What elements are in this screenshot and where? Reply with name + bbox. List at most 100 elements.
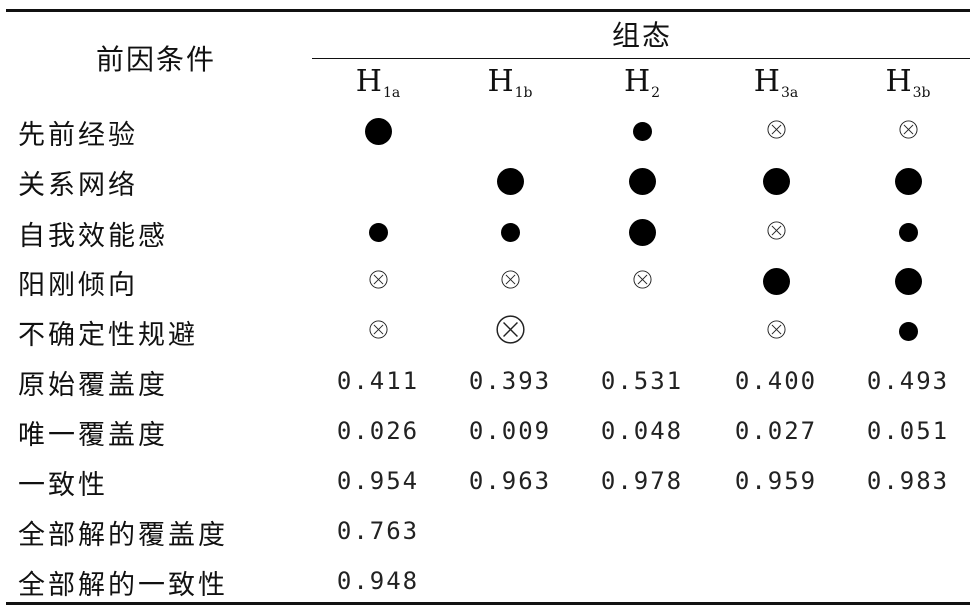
- small-filled-circle-icon: [898, 222, 918, 242]
- column-header-base: H: [487, 64, 514, 99]
- row-label: 不确定性规避: [18, 320, 198, 351]
- metric-value: 0.948: [336, 567, 420, 595]
- column-header-subscript: 3b: [912, 85, 931, 101]
- table-cell: [721, 109, 831, 153]
- column-header-base: H: [355, 64, 382, 99]
- condition-header: 前因条件: [96, 43, 217, 76]
- table-cell: [323, 109, 433, 153]
- table-cell: [853, 309, 963, 353]
- table-cell: 0.493: [853, 359, 963, 403]
- large-filled-circle-icon: [894, 267, 922, 295]
- metric-value: 0.411: [336, 367, 420, 395]
- top-rule: [6, 9, 970, 12]
- metric-value: 0.978: [600, 467, 684, 495]
- small-crossed-circle-icon: [368, 319, 388, 343]
- table-cell: [853, 109, 963, 153]
- row-label: 一致性: [18, 470, 108, 501]
- small-filled-circle-icon: [898, 321, 918, 341]
- row-label: 全部解的覆盖度: [18, 520, 228, 551]
- large-filled-circle-icon: [762, 267, 790, 295]
- row-label: 唯一覆盖度: [18, 420, 168, 451]
- table-cell: [587, 259, 697, 303]
- table-cell: 0.763: [323, 509, 433, 553]
- large-filled-circle-icon: [894, 167, 922, 195]
- column-header-subscript: 2: [651, 85, 661, 101]
- metric-value: 0.983: [866, 467, 950, 495]
- table-cell: [587, 210, 697, 254]
- metric-value: 0.048: [600, 417, 684, 445]
- table-cell: [455, 259, 565, 303]
- table-cell: 0.954: [323, 459, 433, 503]
- large-filled-circle-icon: [628, 218, 656, 246]
- column-header-base: H: [753, 64, 780, 99]
- table-cell: 0.978: [587, 459, 697, 503]
- table-cell: 0.026: [323, 409, 433, 453]
- table-cell: [721, 159, 831, 203]
- small-crossed-circle-icon: [632, 269, 652, 293]
- table-cell: [323, 259, 433, 303]
- table-cell: 0.027: [721, 409, 831, 453]
- table-cell: 0.048: [587, 409, 697, 453]
- table-cell: 0.411: [323, 359, 433, 403]
- row-label: 阳刚倾向: [18, 270, 138, 301]
- large-filled-circle-icon: [496, 167, 524, 195]
- metric-value: 0.393: [468, 367, 552, 395]
- column-header-subscript: 3a: [780, 85, 799, 101]
- table-cell: [455, 309, 565, 353]
- column-header-h3b: H3b: [853, 64, 963, 101]
- table-cell: 0.963: [455, 459, 565, 503]
- metric-value: 0.400: [734, 367, 818, 395]
- table-cell: 0.400: [721, 359, 831, 403]
- metric-value: 0.763: [336, 517, 420, 545]
- small-crossed-circle-icon: [766, 220, 786, 244]
- table-cell: [853, 159, 963, 203]
- row-label: 自我效能感: [18, 221, 168, 252]
- group-rule: [312, 58, 970, 59]
- table-cell: [853, 210, 963, 254]
- table-cell: [323, 210, 433, 254]
- column-header-base: H: [885, 64, 912, 99]
- column-header-subscript: 1b: [514, 85, 533, 101]
- row-label: 先前经验: [18, 120, 138, 151]
- row-label: 全部解的一致性: [18, 570, 228, 601]
- column-header-h2: H2: [587, 64, 697, 101]
- bottom-rule: [6, 602, 970, 605]
- table-cell: [587, 109, 697, 153]
- metric-value: 0.026: [336, 417, 420, 445]
- small-crossed-circle-icon: [766, 119, 786, 143]
- table-cell: [455, 159, 565, 203]
- table-cell: 0.051: [853, 409, 963, 453]
- metric-value: 0.051: [866, 417, 950, 445]
- small-crossed-circle-icon: [766, 319, 786, 343]
- table-cell: 0.393: [455, 359, 565, 403]
- metric-value: 0.954: [336, 467, 420, 495]
- configuration-header: 组态: [612, 19, 673, 52]
- small-crossed-circle-icon: [368, 269, 388, 293]
- table-cell: [721, 259, 831, 303]
- table-cell: [721, 309, 831, 353]
- metric-value: 0.531: [600, 367, 684, 395]
- table-cell: [323, 309, 433, 353]
- large-crossed-circle-icon: [495, 314, 525, 348]
- table-cell: [721, 210, 831, 254]
- large-filled-circle-icon: [762, 167, 790, 195]
- metric-value: 0.963: [468, 467, 552, 495]
- table-cell: 0.983: [853, 459, 963, 503]
- column-header-h3a: H3a: [721, 64, 831, 101]
- metric-value: 0.959: [734, 467, 818, 495]
- metric-value: 0.009: [468, 417, 552, 445]
- large-filled-circle-icon: [628, 167, 656, 195]
- column-header-h1b: H1b: [455, 64, 565, 101]
- table-cell: [853, 259, 963, 303]
- column-header-h1a: H1a: [323, 64, 433, 101]
- table-cell: [587, 159, 697, 203]
- metric-value: 0.027: [734, 417, 818, 445]
- column-header-base: H: [623, 64, 651, 99]
- small-crossed-circle-icon: [898, 119, 918, 143]
- table-cell: 0.009: [455, 409, 565, 453]
- metric-value: 0.493: [866, 367, 950, 395]
- table-cell: 0.959: [721, 459, 831, 503]
- table-cell: 0.531: [587, 359, 697, 403]
- small-filled-circle-icon: [632, 121, 652, 141]
- table-cell: [455, 210, 565, 254]
